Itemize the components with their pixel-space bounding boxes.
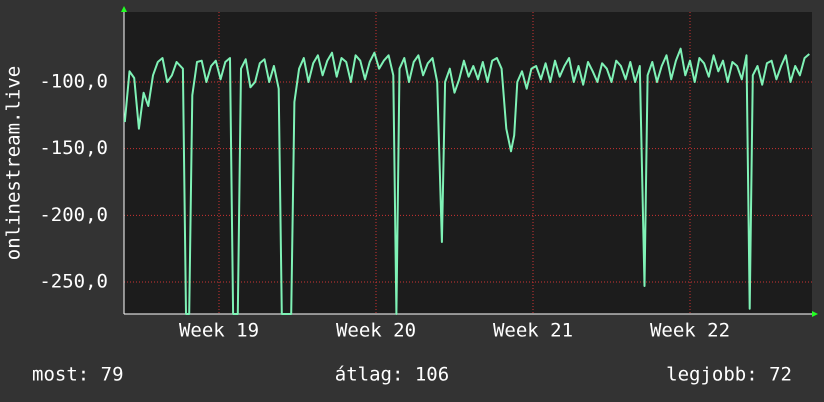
y-tick-label: -250,0 [39,271,108,293]
footer-best: legjobb: 72 [666,364,792,386]
y-tick-label: -200,0 [39,204,108,226]
y-tick-label: -100,0 [39,71,108,93]
x-tick-label: Week 22 [650,320,730,342]
axis-arrow [121,6,127,12]
x-tick-label: Week 21 [493,320,573,342]
footer-average: átlag: 106 [335,364,449,386]
x-tick-label: Week 20 [336,320,416,342]
y-tick-label: -150,0 [39,137,108,159]
data-line [123,47,810,315]
axis-arrow [812,311,818,317]
x-tick-label: Week 19 [179,320,259,342]
plot-area [124,12,812,314]
footer-current: most: 79 [32,364,124,386]
y-axis-label: onlinestream.live [3,66,25,260]
